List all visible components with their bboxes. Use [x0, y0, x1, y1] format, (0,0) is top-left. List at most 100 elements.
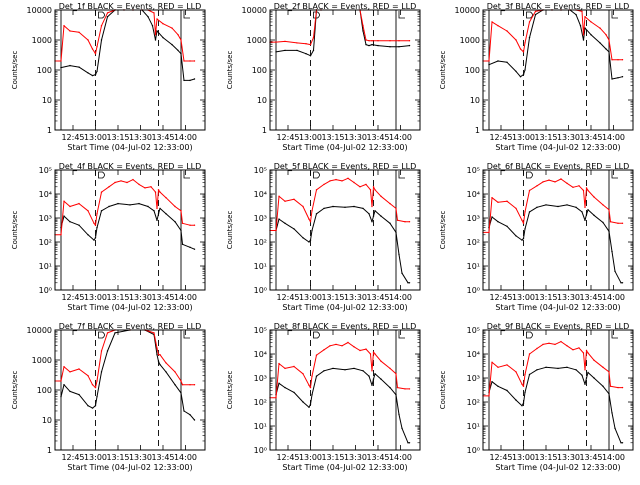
x-tick-label: 12:45 — [61, 453, 84, 462]
x-axis-label: Start Time (04-Jul-02 12:33:00) — [282, 463, 407, 472]
x-tick-label: 14:00 — [602, 453, 625, 462]
y-axis-label: Counts/sec — [226, 371, 234, 410]
data-point-events — [377, 44, 379, 47]
data-point-lld — [171, 27, 173, 29]
data-point-lld — [156, 207, 158, 210]
data-point-events — [614, 270, 616, 272]
x-axis-label: Start Time (04-Jul-02 12:33:00) — [495, 143, 620, 152]
data-point-events — [91, 74, 94, 77]
y-tick-label: 10¹ — [254, 422, 267, 431]
series-line-lld — [55, 329, 195, 389]
y-tick-label: 1 — [262, 126, 267, 135]
y-tick-label: 10⁴ — [254, 350, 267, 359]
data-point-lld — [341, 345, 343, 347]
data-point-events — [371, 384, 373, 386]
data-point-events — [582, 39, 585, 41]
data-point-lld — [114, 181, 116, 184]
data-point-lld — [293, 365, 295, 368]
x-axis-label: Start Time (04-Jul-02 12:33:00) — [495, 463, 620, 472]
data-point-events — [63, 384, 65, 386]
x-axis-label: Start Time (04-Jul-02 12:33:00) — [67, 303, 192, 312]
data-point-lld — [548, 342, 550, 344]
data-point-events — [362, 207, 364, 210]
x-tick-label: 13:45 — [151, 293, 174, 302]
data-point-events — [515, 235, 517, 237]
data-point-lld — [60, 380, 62, 382]
data-point-lld — [497, 25, 499, 27]
data-point-events — [621, 76, 624, 78]
data-point-lld — [521, 383, 523, 385]
chart-title: Det_4f BLACK = Events, RED = LLD — [59, 162, 202, 171]
x-tick-label: 12:45 — [61, 133, 84, 142]
chart-title: Det_8f BLACK = Events, RED = LLD — [274, 322, 417, 331]
data-point-lld — [153, 332, 155, 334]
data-point-events — [557, 367, 559, 370]
x-tick-label: 12:45 — [489, 293, 512, 302]
data-point-events — [536, 369, 538, 371]
data-point-lld — [323, 183, 325, 186]
y-tick-label: 10⁰ — [39, 286, 52, 295]
data-point-events — [87, 405, 89, 407]
data-point-events — [156, 30, 158, 32]
zone-marker — [398, 171, 405, 179]
data-point-events — [315, 375, 318, 377]
data-point-events — [584, 383, 586, 385]
data-point-lld — [587, 189, 589, 192]
data-point-lld — [87, 375, 89, 377]
data-point-events — [534, 13, 537, 16]
data-point-events — [174, 384, 176, 386]
x-axis-label: Start Time (04-Jul-02 12:33:00) — [67, 143, 192, 152]
y-tick-label: 10⁴ — [467, 190, 480, 199]
data-point-events — [368, 44, 370, 47]
data-point-events — [311, 229, 313, 232]
x-tick-label: 12:45 — [61, 293, 84, 302]
y-tick-label: 10⁰ — [467, 446, 480, 455]
x-tick-label: 13:30 — [129, 453, 152, 462]
data-point-lld — [408, 40, 411, 42]
data-point-lld — [94, 386, 97, 389]
data-point-events — [183, 410, 185, 412]
data-point-lld — [353, 181, 355, 184]
data-point-events — [398, 46, 400, 48]
data-point-lld — [359, 186, 361, 188]
data-point-lld — [542, 181, 544, 183]
data-point-events — [87, 72, 89, 74]
chart-title: Det_7f BLACK = Events, RED = LLD — [59, 322, 202, 331]
y-tick-label: 10⁰ — [254, 286, 267, 295]
data-point-lld — [506, 200, 508, 202]
data-point-lld — [398, 40, 400, 42]
data-point-lld — [536, 185, 538, 187]
data-point-events — [611, 78, 613, 80]
data-point-events — [408, 44, 411, 47]
y-axis-label: Counts/sec — [226, 211, 234, 250]
x-tick-label: 13:45 — [579, 293, 602, 302]
data-point-events — [177, 49, 179, 52]
data-point-events — [78, 224, 80, 226]
series-line-events — [60, 9, 195, 81]
data-point-events — [372, 378, 375, 380]
data-point-lld — [572, 349, 574, 351]
data-point-lld — [374, 353, 376, 355]
data-point-events — [114, 332, 116, 334]
chart-panel-4f: Det_4f BLACK = Events, RED = LLD Counts/s… — [11, 162, 206, 312]
data-point-lld — [69, 371, 71, 373]
data-point-lld — [560, 340, 562, 343]
zone-marker — [398, 11, 405, 19]
data-point-lld — [100, 350, 103, 352]
data-point-events — [147, 205, 149, 208]
x-tick-label: 14:00 — [174, 293, 197, 302]
data-point-lld — [371, 40, 373, 42]
y-tick-label: 1000 — [32, 36, 52, 45]
data-point-lld — [371, 370, 373, 372]
zone-marker — [398, 331, 405, 339]
data-point-lld — [308, 218, 310, 220]
data-point-events — [156, 219, 158, 221]
data-point-lld — [347, 177, 349, 179]
data-point-lld — [374, 189, 376, 191]
data-point-lld — [308, 384, 310, 386]
data-point-events — [332, 367, 334, 370]
x-tick-label: 14:00 — [602, 293, 625, 302]
data-point-events — [106, 16, 109, 18]
y-tick-label: 10⁵ — [254, 166, 267, 175]
